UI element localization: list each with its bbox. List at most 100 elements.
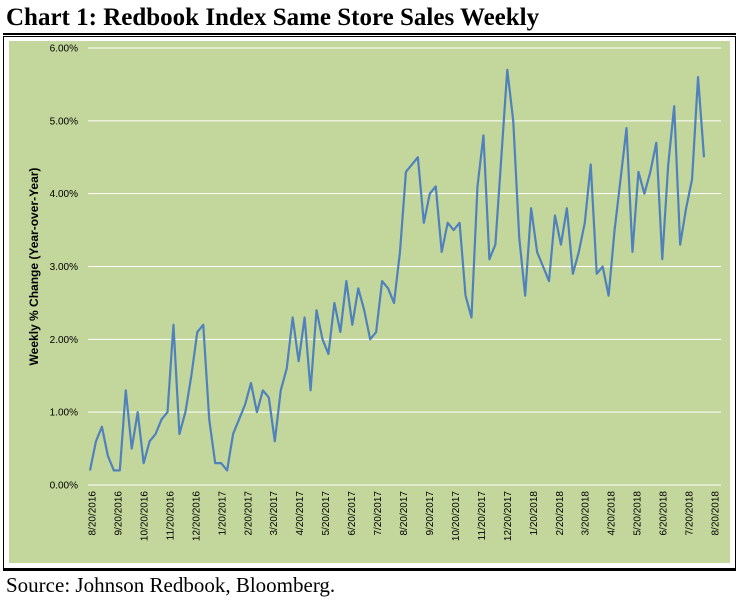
x-tick-label: 4/20/2017	[295, 491, 306, 536]
data-point	[220, 462, 222, 464]
data-point	[691, 178, 693, 180]
data-point	[238, 418, 240, 420]
data-point	[274, 440, 276, 442]
data-point	[250, 382, 252, 384]
data-point	[190, 375, 192, 377]
y-tick-label: 6.00%	[50, 44, 78, 55]
data-point	[381, 280, 383, 282]
data-point	[226, 469, 228, 471]
data-point	[488, 258, 490, 260]
data-point	[178, 433, 180, 435]
title-divider	[3, 33, 736, 35]
data-point	[572, 273, 574, 275]
data-point	[292, 316, 294, 318]
chart-title: Chart 1: Redbook Index Same Store Sales …	[6, 4, 540, 31]
data-point	[143, 462, 145, 464]
data-point	[631, 251, 633, 253]
data-point	[453, 229, 455, 231]
x-tick-label: 12/20/2016	[191, 491, 202, 541]
x-tick-label: 10/20/2017	[451, 491, 462, 541]
y-tick-label: 2.00%	[50, 335, 78, 346]
data-point	[107, 455, 109, 457]
data-point	[614, 229, 616, 231]
x-tick-label: 5/20/2018	[633, 491, 644, 536]
data-point	[524, 295, 526, 297]
data-point	[298, 360, 300, 362]
data-point	[536, 251, 538, 253]
x-tick-label: 4/20/2018	[607, 491, 618, 536]
data-point	[602, 266, 604, 268]
x-tick-label: 5/20/2017	[321, 491, 332, 536]
source-divider	[3, 569, 736, 571]
data-point	[155, 433, 157, 435]
data-point	[494, 244, 496, 246]
data-point	[417, 156, 419, 158]
data-point	[596, 273, 598, 275]
data-point	[89, 469, 91, 471]
data-point	[101, 426, 103, 428]
data-point	[661, 258, 663, 260]
data-point	[649, 171, 651, 173]
data-point	[643, 193, 645, 195]
data-point	[172, 324, 174, 326]
y-tick-label: 1.00%	[50, 408, 78, 419]
data-point	[685, 207, 687, 209]
data-point	[465, 295, 467, 297]
data-point	[447, 222, 449, 224]
data-point	[214, 462, 216, 464]
data-point	[399, 251, 401, 253]
data-point	[262, 389, 264, 391]
data-point	[166, 411, 168, 413]
data-point	[411, 164, 413, 166]
x-tick-label: 2/20/2017	[243, 491, 254, 536]
y-tick-label: 4.00%	[50, 189, 78, 200]
data-point	[232, 433, 234, 435]
data-point	[560, 244, 562, 246]
data-point	[268, 397, 270, 399]
x-tick-label: 10/20/2016	[139, 491, 150, 541]
data-point	[196, 331, 198, 333]
data-point	[673, 105, 675, 107]
x-tick-label: 2/20/2018	[555, 491, 566, 536]
x-tick-label: 11/20/2016	[165, 491, 176, 541]
data-point	[518, 236, 520, 238]
data-point	[637, 171, 639, 173]
data-point	[626, 127, 628, 129]
data-point	[321, 338, 323, 340]
data-point	[351, 324, 353, 326]
x-tick-label: 8/20/2018	[711, 491, 722, 536]
x-axis-tick-labels: 8/20/2016 9/20/2016 10/20/2016 11/20/2016 12…	[88, 491, 722, 541]
y-axis-tick-labels: 0.00% 1.00% 2.00% 3.00% 4.00% 5.00% 6.00%	[50, 44, 78, 492]
data-point	[482, 134, 484, 136]
data-point	[280, 389, 282, 391]
data-point	[357, 287, 359, 289]
data-point	[304, 316, 306, 318]
data-point	[405, 171, 407, 173]
data-point	[620, 178, 622, 180]
y-axis-title: Weekly % Change (Year-over-Year)	[27, 168, 41, 366]
data-point	[95, 440, 97, 442]
x-tick-label: 8/20/2016	[88, 491, 99, 536]
x-tick-label: 12/20/2017	[503, 491, 514, 541]
data-point	[542, 266, 544, 268]
data-point	[679, 244, 681, 246]
data-point	[506, 69, 508, 71]
data-point	[500, 156, 502, 158]
data-point	[423, 222, 425, 224]
data-point	[208, 418, 210, 420]
data-point	[184, 411, 186, 413]
data-point	[548, 280, 550, 282]
data-point	[310, 389, 312, 391]
data-point	[703, 156, 705, 158]
data-point	[113, 469, 115, 471]
data-point	[256, 411, 258, 413]
x-tick-label: 3/20/2018	[581, 491, 592, 536]
data-point	[554, 215, 556, 217]
data-point	[655, 142, 657, 144]
y-tick-label: 5.00%	[50, 116, 78, 127]
data-point	[476, 185, 478, 187]
data-point	[471, 316, 473, 318]
data-point	[459, 222, 461, 224]
data-point	[441, 251, 443, 253]
